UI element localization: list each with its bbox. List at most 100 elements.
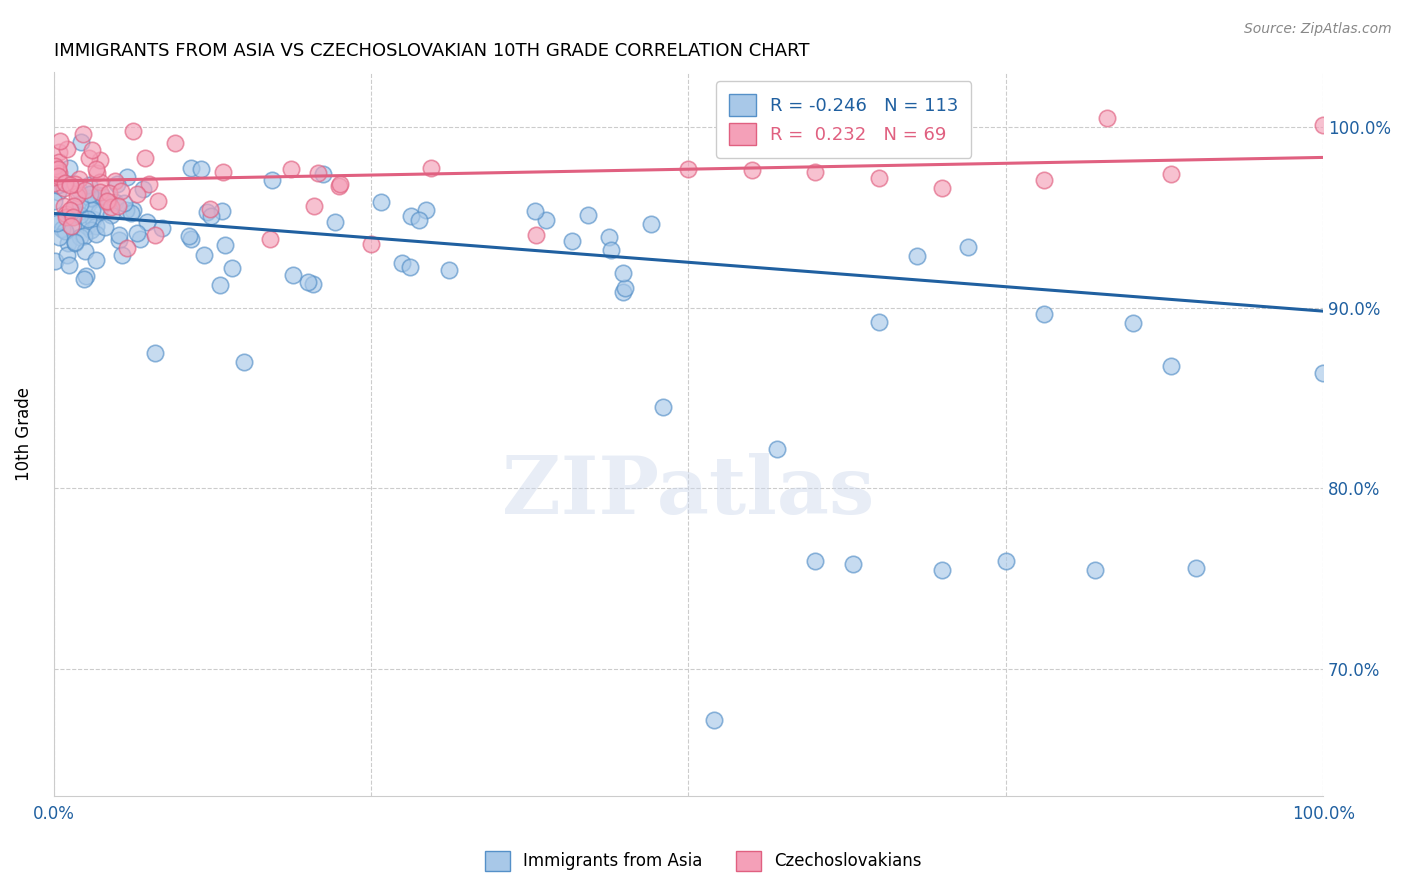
Point	[1185, 561, 1208, 575]
Point	[534, 213, 557, 227]
Point	[391, 256, 413, 270]
Text: ZIPatlas: ZIPatlas	[502, 453, 875, 531]
Point	[63, 199, 86, 213]
Point	[1160, 167, 1182, 181]
Point	[612, 285, 634, 299]
Point	[48, 145, 70, 159]
Point	[87, 188, 110, 202]
Point	[82, 203, 104, 218]
Point	[110, 184, 132, 198]
Point	[561, 234, 583, 248]
Point	[56, 235, 79, 250]
Point	[69, 208, 91, 222]
Point	[63, 177, 86, 191]
Point	[48, 213, 70, 227]
Point	[280, 161, 302, 176]
Point	[868, 170, 890, 185]
Point	[70, 135, 93, 149]
Point	[108, 228, 131, 243]
Point	[703, 713, 725, 727]
Point	[107, 234, 129, 248]
Point	[524, 228, 547, 243]
Point	[53, 176, 76, 190]
Point	[65, 235, 87, 250]
Point	[82, 211, 104, 226]
Point	[79, 186, 101, 201]
Point	[67, 183, 90, 197]
Y-axis label: 10th Grade: 10th Grade	[15, 387, 32, 481]
Point	[1312, 367, 1334, 381]
Point	[105, 177, 128, 191]
Point	[127, 226, 149, 240]
Point	[214, 238, 236, 252]
Point	[1084, 563, 1107, 577]
Point	[868, 314, 890, 328]
Point	[84, 219, 107, 233]
Point	[208, 277, 231, 292]
Point	[112, 195, 135, 210]
Point	[96, 194, 118, 208]
Point	[77, 178, 100, 192]
Point	[163, 136, 186, 151]
Point	[53, 199, 76, 213]
Point	[96, 194, 118, 209]
Point	[53, 224, 76, 238]
Point	[59, 178, 82, 192]
Point	[100, 208, 122, 222]
Point	[212, 165, 235, 179]
Point	[612, 266, 634, 280]
Point	[115, 202, 138, 217]
Point	[1122, 316, 1144, 330]
Point	[62, 211, 84, 225]
Point	[73, 183, 96, 197]
Point	[44, 162, 66, 177]
Point	[598, 230, 620, 244]
Point	[55, 211, 77, 225]
Point	[49, 134, 72, 148]
Point	[195, 205, 218, 219]
Point	[83, 192, 105, 206]
Point	[1160, 359, 1182, 374]
Point	[91, 189, 114, 203]
Point	[48, 166, 70, 180]
Point	[63, 235, 86, 249]
Point	[100, 200, 122, 214]
Point	[129, 232, 152, 246]
Point	[86, 166, 108, 180]
Point	[73, 228, 96, 243]
Point	[180, 161, 202, 175]
Point	[132, 182, 155, 196]
Point	[89, 205, 111, 219]
Point	[741, 162, 763, 177]
Point	[323, 215, 346, 229]
Point	[104, 174, 127, 188]
Point	[408, 213, 430, 227]
Point	[72, 128, 94, 142]
Point	[44, 177, 66, 191]
Point	[415, 203, 437, 218]
Point	[98, 186, 121, 200]
Point	[60, 219, 83, 233]
Point	[399, 209, 422, 223]
Point	[89, 153, 111, 167]
Point	[84, 227, 107, 241]
Point	[211, 203, 233, 218]
Point	[42, 170, 65, 185]
Point	[260, 173, 283, 187]
Point	[1312, 118, 1334, 132]
Legend: R = -0.246   N = 113, R =  0.232   N = 69: R = -0.246 N = 113, R = 0.232 N = 69	[716, 81, 972, 158]
Text: Source: ZipAtlas.com: Source: ZipAtlas.com	[1244, 22, 1392, 37]
Point	[52, 181, 75, 195]
Point	[60, 203, 83, 218]
Point	[766, 442, 789, 456]
Point	[804, 554, 827, 568]
Point	[420, 161, 443, 175]
Point	[200, 209, 222, 223]
Point	[524, 203, 547, 218]
Point	[328, 178, 350, 193]
Point	[134, 151, 156, 165]
Point	[150, 221, 173, 235]
Point	[82, 143, 104, 157]
Point	[1032, 307, 1054, 321]
Point	[297, 275, 319, 289]
